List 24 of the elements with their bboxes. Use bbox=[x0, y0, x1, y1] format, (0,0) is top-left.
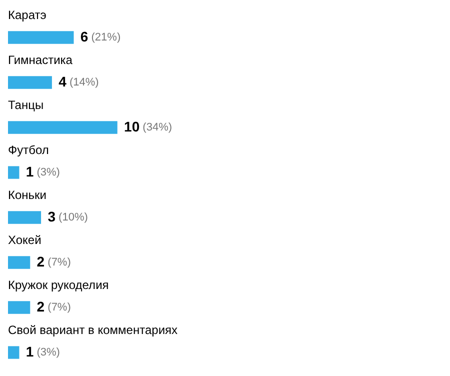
y-tick-label: Каратэ bbox=[8, 8, 46, 22]
data-label: 2 (7%) bbox=[36, 253, 71, 270]
y-tick-label: Коньки bbox=[8, 188, 46, 202]
y-tick-label: Кружок рукоделия bbox=[8, 278, 109, 292]
data-label: 1 (3%) bbox=[26, 343, 60, 360]
bar bbox=[8, 256, 30, 269]
data-label: 3 (10%) bbox=[48, 208, 88, 224]
data-label: 2 (7%) bbox=[36, 298, 71, 314]
bar bbox=[8, 31, 74, 44]
y-tick-label: Футбол bbox=[8, 142, 49, 157]
bar bbox=[8, 121, 118, 134]
y-tick-label: Гимнастика bbox=[8, 52, 73, 67]
data-label: 10 (34%) bbox=[124, 118, 172, 134]
bar bbox=[8, 166, 20, 179]
y-tick-label: Хокей bbox=[8, 232, 42, 247]
data-label: 4 (14%) bbox=[58, 73, 99, 90]
y-tick-label: Свой вариант в комментариях bbox=[8, 322, 178, 337]
data-label: 6 (21%) bbox=[80, 28, 121, 44]
bar bbox=[8, 301, 30, 314]
bar bbox=[8, 76, 52, 89]
data-label: 1 (3%) bbox=[26, 163, 60, 180]
bar bbox=[8, 211, 42, 224]
y-tick-label: Танцы bbox=[8, 98, 44, 112]
bar bbox=[8, 346, 20, 359]
